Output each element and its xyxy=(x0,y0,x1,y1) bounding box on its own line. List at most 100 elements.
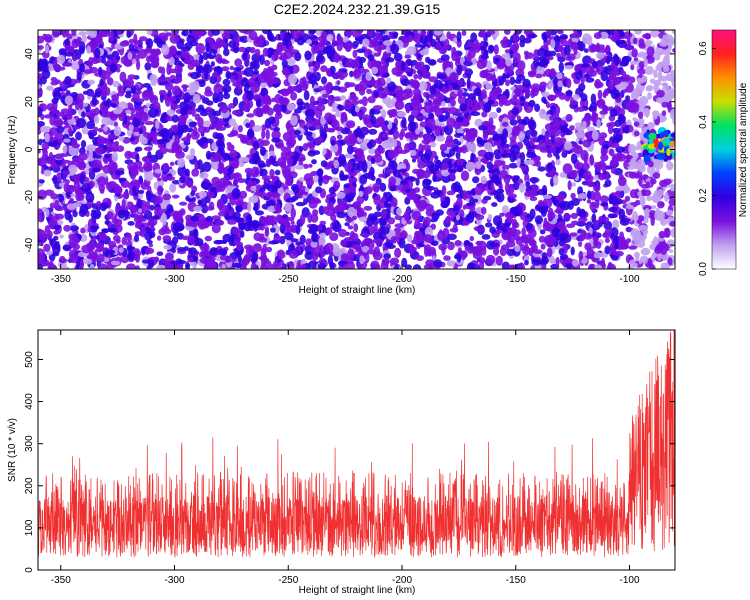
spectrogram-cell xyxy=(406,46,417,56)
spectrogram-cell xyxy=(309,95,315,106)
spectrogram-cell xyxy=(438,115,444,122)
spectrogram-cell xyxy=(393,227,402,233)
spectrogram-cell xyxy=(78,99,84,110)
spectrogram-cell xyxy=(603,220,613,230)
spectrogram-cell xyxy=(655,64,663,71)
spectrogram-cell xyxy=(450,98,456,107)
spectrogram-cell xyxy=(385,168,394,175)
spectrogram-cell xyxy=(363,186,369,197)
spectrogram-cell xyxy=(363,116,368,125)
spectrogram-cell xyxy=(88,131,95,140)
spectrogram-cell xyxy=(53,242,61,250)
spectrogram-cell xyxy=(211,30,220,36)
spectrogram-cell xyxy=(270,227,276,233)
spectrogram-cell xyxy=(295,241,302,246)
spectrogram-cell xyxy=(119,40,130,47)
spectrogram-cell xyxy=(608,213,618,219)
spectrogram-cell xyxy=(448,107,458,115)
spectrogram-cell xyxy=(78,152,88,161)
spectrogram-cell xyxy=(98,184,106,192)
spectrogram-cell xyxy=(203,181,210,191)
spectrogram-cell xyxy=(97,127,104,133)
spectrogram-cell xyxy=(143,146,153,151)
spectrogram-cell xyxy=(84,177,90,183)
spectrogram-cell xyxy=(70,225,79,232)
spectrogram-cell xyxy=(248,196,259,204)
spectrogram-cell xyxy=(106,211,114,220)
spectrogram-cell xyxy=(111,151,119,162)
spectrogram-cell xyxy=(110,260,120,266)
spectrogram-cell xyxy=(474,185,484,196)
spectrogram-cell xyxy=(394,247,402,258)
spectrogram-cell xyxy=(318,175,323,187)
spectrogram-cell xyxy=(582,33,592,45)
spectrogram-cell xyxy=(328,201,334,212)
spectrogram-cell xyxy=(336,134,343,140)
spectrogram-cell xyxy=(297,105,306,111)
spectrogram-cell xyxy=(480,206,487,215)
spectrogram-cell xyxy=(252,125,263,132)
spectrogram-cell xyxy=(630,102,640,113)
spectrogram-cell xyxy=(262,94,271,105)
spectrogram-cell xyxy=(99,30,110,38)
spectrogram-cell xyxy=(595,42,601,53)
spectrogram-cell xyxy=(393,31,398,39)
spectrogram-cell xyxy=(472,99,478,104)
spectrogram-cell xyxy=(142,259,151,264)
spectrogram-cell xyxy=(319,220,327,225)
spectrogram-cell xyxy=(237,46,247,53)
spectrogram-cell xyxy=(520,166,528,171)
spectrogram-cell xyxy=(336,203,345,213)
spectrogram-cell xyxy=(115,219,123,227)
spectrogram-cell xyxy=(331,108,339,112)
spectrogram-cell xyxy=(126,253,135,260)
spectrogram-cell xyxy=(410,193,419,200)
spectrogram-cell xyxy=(261,129,266,140)
spectrogram-cell xyxy=(578,140,583,145)
spectrogram-cell xyxy=(344,41,353,53)
spectrogram-cell xyxy=(565,113,573,122)
spectrogram-cell xyxy=(346,261,355,269)
spectrogram-cell xyxy=(141,137,148,145)
spectrogram-cell xyxy=(550,128,557,133)
spectrogram-cell xyxy=(531,67,537,76)
spectrogram-cell xyxy=(198,191,207,198)
spectrogram-cell xyxy=(228,118,237,127)
spectrogram-cell xyxy=(505,152,512,158)
spectrogram-cell xyxy=(286,103,296,111)
spectrogram-cell xyxy=(250,185,257,192)
spectrogram-cell xyxy=(577,193,588,199)
spectrogram-cell xyxy=(201,203,209,214)
spectrogram-cell xyxy=(78,31,87,37)
spectrogram-cell xyxy=(584,131,591,138)
spectrogram-cell xyxy=(492,133,502,142)
spectrogram-cell xyxy=(432,173,437,183)
spectrogram-cell xyxy=(177,247,186,252)
spectrogram-cell xyxy=(138,128,144,135)
spectrogram-cell xyxy=(79,63,85,73)
spectrogram-cell xyxy=(144,62,152,71)
spectrogram-cell xyxy=(359,174,368,185)
spectrogram-cell xyxy=(557,30,564,35)
spectrogram-cell xyxy=(653,69,658,79)
spectrogram-cell xyxy=(303,90,310,101)
spectrogram-cell xyxy=(600,202,609,207)
spectrogram-cell xyxy=(287,73,298,85)
spectrogram-cell xyxy=(630,60,637,66)
spectrogram-cell xyxy=(555,256,560,267)
spectrogram-cell xyxy=(510,144,520,155)
spectrogram-cell xyxy=(162,162,169,171)
spectrogram-cell xyxy=(158,66,163,74)
spectrogram-cell xyxy=(265,246,273,253)
spectrogram-cell xyxy=(591,129,599,141)
spectrogram-cell xyxy=(171,114,179,123)
spectrogram-cell xyxy=(247,214,253,223)
spectrogram-cell xyxy=(359,184,364,192)
spectrogram-cell xyxy=(401,117,407,128)
spectrogram-cell xyxy=(186,127,194,133)
spectrogram-cell xyxy=(318,85,324,91)
spectrogram-cell xyxy=(623,186,631,194)
spectrogram-cell xyxy=(447,241,455,251)
spectrogram-cell xyxy=(580,149,589,161)
spectrogram-cell xyxy=(253,232,262,242)
